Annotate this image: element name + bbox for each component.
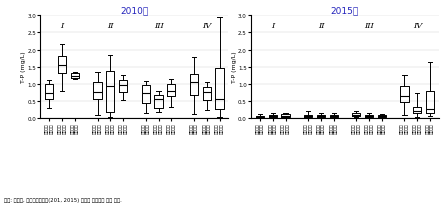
Text: IV: IV [202,21,211,29]
Text: III: III [154,21,164,29]
Text: I: I [271,21,274,29]
Text: II: II [107,21,114,29]
Title: 2010년: 2010년 [120,7,149,16]
Y-axis label: T-P (mg/L): T-P (mg/L) [232,52,237,83]
Y-axis label: T-P (mg/L): T-P (mg/L) [21,52,26,83]
Text: III: III [364,21,374,29]
Title: 2015년: 2015년 [331,7,359,16]
Text: IV: IV [413,21,422,29]
Text: II: II [318,21,324,29]
Text: 자료: 환경부, 국립환경과학원(201, 2015) 자료를 활용하여 저자 작성.: 자료: 환경부, 국립환경과학원(201, 2015) 자료를 활용하여 저자 … [4,197,122,202]
Text: I: I [60,21,64,29]
